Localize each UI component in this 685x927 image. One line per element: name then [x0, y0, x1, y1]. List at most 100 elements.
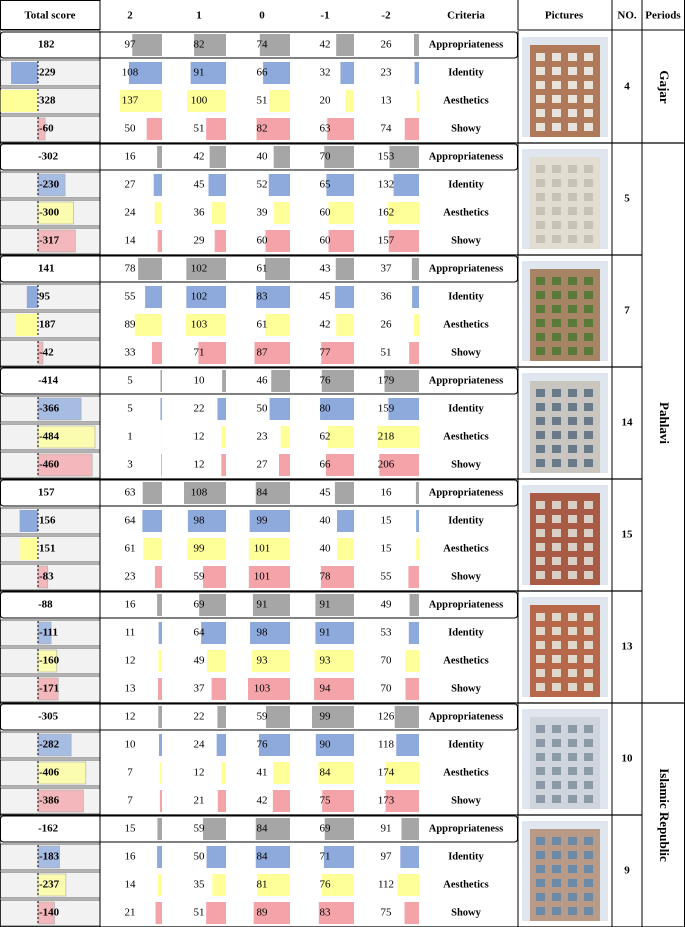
- picture-window: [552, 907, 561, 915]
- count: 91: [320, 599, 331, 611]
- count-bar: [413, 314, 419, 336]
- count: 64: [125, 515, 137, 527]
- total-score: -83: [39, 571, 54, 583]
- count: 103: [191, 319, 208, 331]
- count: 51: [194, 907, 205, 919]
- criteria: Identity: [448, 67, 484, 78]
- count: 21: [194, 795, 205, 807]
- count: 20: [320, 95, 332, 107]
- header-cell: 0: [259, 10, 265, 22]
- total-score: -305: [38, 711, 59, 723]
- building-no: 5: [624, 193, 630, 205]
- count: 91: [320, 627, 331, 639]
- total-score: 95: [39, 291, 51, 303]
- picture-window: [568, 501, 577, 509]
- picture-window: [584, 277, 593, 285]
- count: 60: [320, 207, 332, 219]
- picture-window: [552, 277, 561, 285]
- count: 3: [127, 459, 133, 471]
- picture-window: [568, 529, 577, 537]
- count: 23: [381, 67, 393, 79]
- total-score: 182: [38, 39, 55, 51]
- count: 137: [122, 95, 139, 107]
- count: 89: [125, 319, 137, 331]
- count: 84: [257, 487, 269, 499]
- count-bar: [203, 566, 226, 588]
- picture-window: [552, 53, 561, 61]
- criteria: Appropriateness: [429, 151, 503, 162]
- picture-window: [584, 557, 593, 565]
- count: 15: [381, 515, 393, 527]
- count: 64: [194, 627, 206, 639]
- count-bar: [154, 566, 162, 588]
- count: 45: [320, 291, 332, 303]
- count-bar: [337, 538, 354, 560]
- count-bar: [314, 678, 354, 700]
- count: 97: [381, 851, 393, 863]
- picture-window: [552, 291, 561, 299]
- picture-window: [568, 669, 577, 677]
- count-bar: [206, 650, 226, 672]
- count-bar: [151, 342, 162, 364]
- count-bar: [217, 790, 226, 812]
- count: 218: [378, 431, 395, 443]
- total-score: -460: [39, 459, 60, 471]
- picture-window: [552, 459, 561, 467]
- count-bar: [385, 762, 419, 784]
- picture-window: [584, 893, 593, 901]
- count-bar: [327, 426, 354, 448]
- picture-window: [568, 445, 577, 453]
- count: 174: [378, 767, 395, 779]
- count-bar: [160, 370, 162, 392]
- picture-window: [552, 683, 561, 691]
- picture-window: [568, 431, 577, 439]
- count-bar: [404, 118, 419, 140]
- picture-window: [568, 347, 577, 355]
- picture-window: [536, 445, 545, 453]
- picture-window: [584, 347, 593, 355]
- count: 80: [320, 403, 332, 415]
- count-bar: [142, 510, 162, 532]
- count: 63: [320, 123, 332, 135]
- count-bar: [273, 762, 290, 784]
- count-bar: [322, 790, 354, 812]
- picture-window: [568, 123, 577, 131]
- count-bar: [206, 902, 226, 924]
- count-bar: [158, 706, 162, 728]
- picture-window: [552, 613, 561, 621]
- total-score: -171: [39, 683, 59, 695]
- header-cell: NO.: [617, 10, 637, 22]
- total-bar: [26, 286, 38, 308]
- picture-window: [536, 851, 545, 859]
- count-bar: [280, 426, 290, 448]
- count-bar: [159, 762, 162, 784]
- picture-window: [536, 543, 545, 551]
- criteria: Showy: [451, 683, 482, 694]
- count: 24: [125, 207, 137, 219]
- count-bar: [265, 706, 290, 728]
- count: 7: [127, 795, 133, 807]
- count-bar: [259, 734, 290, 756]
- count: 179: [378, 375, 395, 387]
- picture-window: [584, 95, 593, 103]
- picture-window: [584, 907, 593, 915]
- count: 52: [257, 179, 268, 191]
- picture-window: [552, 109, 561, 117]
- total-score: 156: [39, 515, 56, 527]
- count-bar: [212, 874, 226, 896]
- count: 37: [194, 683, 206, 695]
- picture-window: [568, 235, 577, 243]
- count-bar: [321, 370, 354, 392]
- header-cell: 2: [127, 10, 133, 22]
- picture-window: [536, 417, 545, 425]
- total-score: 328: [39, 95, 56, 107]
- count: 13: [381, 95, 393, 107]
- count: 66: [320, 459, 332, 471]
- criteria: Showy: [451, 795, 482, 806]
- total-score: -317: [39, 235, 60, 247]
- picture-window: [536, 571, 545, 579]
- picture-window: [568, 739, 577, 747]
- picture-window: [552, 543, 561, 551]
- picture-window: [584, 81, 593, 89]
- picture-window: [552, 319, 561, 327]
